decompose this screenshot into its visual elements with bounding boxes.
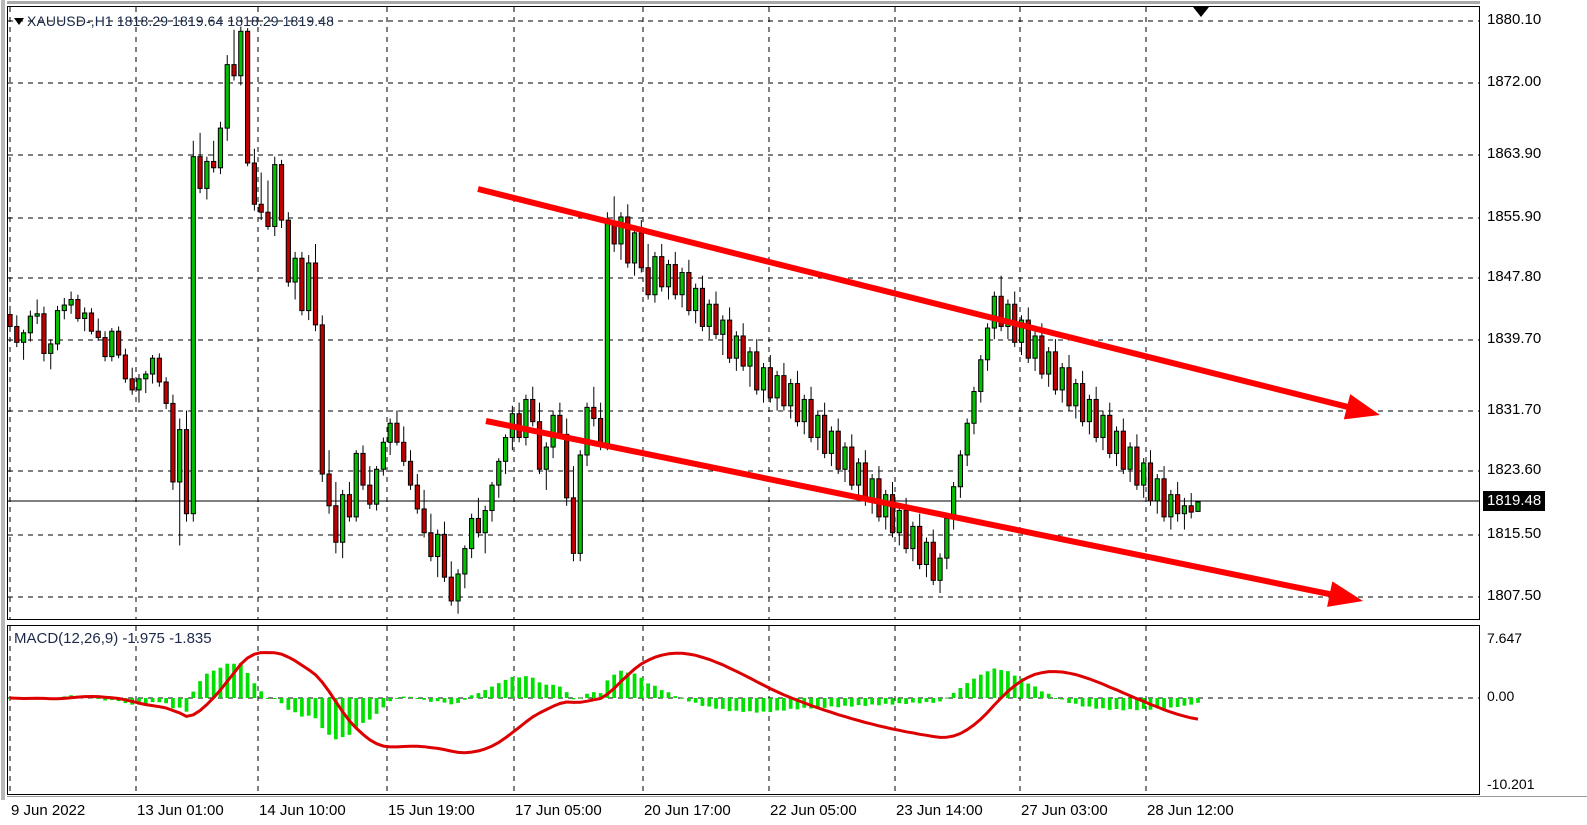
macd-indicator-pane[interactable]: MACD(12,26,9) -1.975 -1.835 [7,625,1480,795]
upper-resistance-arrow-head [1343,394,1380,420]
macd-tick-label-2: -10.201 [1487,776,1535,792]
price-tick-label-4: 1847.80 [1487,268,1542,285]
lower-support-arrow-head [1327,581,1363,607]
price-tick-label-8: 1815.50 [1487,525,1542,542]
time-tick-label-0: 9 Jun 2022 [11,802,86,819]
macd-tick-label-0: 7.647 [1487,630,1523,646]
bar-position-marker-icon [1193,7,1209,17]
time-tick-label-5: 20 Jun 17:00 [644,802,731,819]
price-tick-label-9: 1807.50 [1487,587,1542,604]
time-tick-label-4: 17 Jun 05:00 [515,802,602,819]
price-chart-pane[interactable]: XAUUSD-,H1 1818.29 1819.64 1818.29 1819.… [7,6,1480,620]
current-price-tag: 1819.48 [1483,491,1546,511]
top-rail [7,0,1480,6]
upper-resistance-arrow [477,186,1354,412]
time-tick-label-6: 22 Jun 05:00 [770,802,857,819]
time-tick-label-1: 13 Jun 01:00 [137,802,224,819]
time-tick-label-3: 15 Jun 19:00 [388,802,475,819]
price-tick-label-7: 1823.60 [1487,461,1542,478]
price-plot [8,7,1479,619]
macd-header-label: MACD(12,26,9) -1.975 -1.835 [14,630,212,647]
price-axis[interactable]: 1880.10 1872.00 1863.90 1855.90 1847.80 1839.… [1481,6,1587,620]
chart-menu-triangle-icon[interactable] [14,18,24,25]
macd-plot [8,626,1479,794]
vertical-scroll-rail[interactable] [0,0,7,800]
macd-histogram [8,663,1200,740]
macd-tick-label-1: 0.00 [1487,688,1515,704]
price-tick-label-6: 1831.70 [1487,401,1542,418]
time-tick-label-7: 23 Jun 14:00 [896,802,983,819]
chart-header-label: XAUUSD-,H1 1818.29 1819.64 1818.29 1819.… [27,13,334,29]
candlestick-series [8,26,1201,614]
macd-signal-line [9,651,1199,755]
time-tick-label-8: 27 Jun 03:00 [1021,802,1108,819]
price-tick-label-5: 1839.70 [1487,330,1542,347]
price-tick-label-2: 1863.90 [1487,145,1542,162]
time-tick-label-9: 28 Jun 12:00 [1147,802,1234,819]
chart-header: XAUUSD-,H1 1818.29 1819.64 1818.29 1819.… [14,14,334,29]
macd-axis[interactable]: 7.647 0.00 -10.201 [1481,625,1587,795]
price-tick-label-0: 1880.10 [1487,11,1542,28]
price-tick-label-1: 1872.00 [1487,73,1542,90]
time-axis[interactable]: 9 Jun 2022 13 Jun 01:00 14 Jun 10:00 15 Jun… [7,796,1587,825]
price-tick-label-3: 1855.90 [1487,208,1542,225]
lower-support-arrow [485,418,1337,599]
time-tick-label-2: 14 Jun 10:00 [259,802,346,819]
